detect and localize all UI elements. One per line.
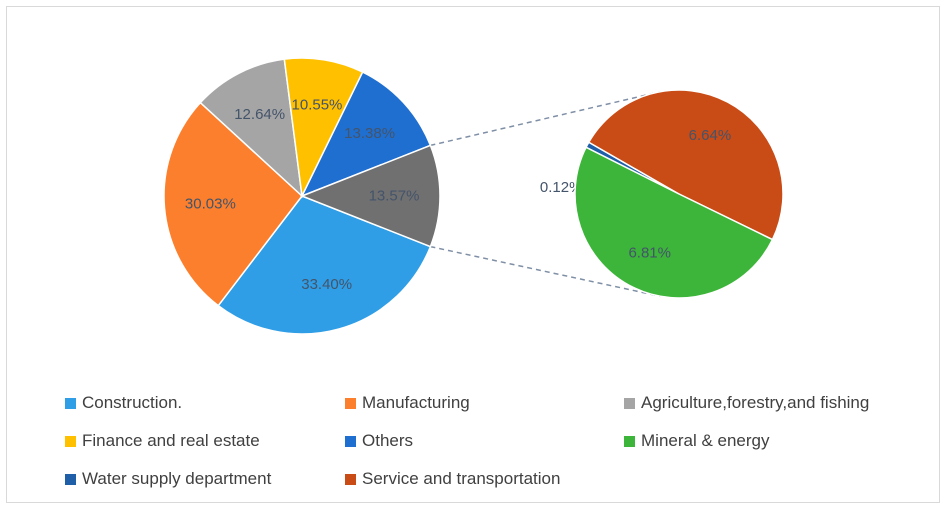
legend-label: Water supply department (82, 469, 272, 488)
secondary-label-service-and-transportation: 6.64% (689, 127, 732, 144)
legend-swatch (345, 435, 356, 447)
legend-label: Others (362, 431, 414, 450)
connector-line-top (430, 90, 662, 147)
legend-label: Construction. (82, 393, 183, 412)
secondary-slice-mineral-energy (574, 146, 774, 299)
main-label-manufacturing: 30.03% (185, 196, 236, 213)
legend-swatch (345, 397, 356, 409)
legend-item-construction: Construction. (65, 392, 182, 414)
main-label-finance-and-real-estate: 10.55% (292, 97, 343, 114)
legend-swatch (624, 397, 635, 409)
main-slice-others (300, 71, 432, 198)
legend-swatch (65, 397, 76, 409)
main-label-other-combined: 13.57% (369, 188, 420, 205)
legend-item-others: Others (345, 430, 413, 452)
legend-swatch (65, 435, 76, 447)
main-slice-other-combined (299, 144, 441, 248)
main-label-others: 13.38% (344, 125, 395, 142)
legend-item-finance-and-real-estate: Finance and real estate (65, 430, 260, 452)
main-label-construction: 33.40% (301, 276, 352, 293)
legend-label: Agriculture,forestry,and fishing (641, 393, 870, 412)
legend-item-service-and-transportation: Service and transportation (345, 468, 560, 490)
legend-label: Finance and real estate (82, 431, 260, 450)
main-slice-construction (217, 195, 432, 335)
main-slice-finance-and-real-estate (283, 57, 364, 199)
main-slice-agriculture-forestry-and-fishing (199, 58, 304, 198)
chart-frame: 33.40% 30.03% 12.64% 10.55% 13.38% 13.57% 0.12… (6, 6, 940, 503)
legend-label: Manufacturing (362, 393, 470, 412)
secondary-slice-service-and-transportation (587, 89, 784, 241)
legend-item-water-supply-department: Water supply department (65, 468, 271, 490)
main-label-agriculture-forestry-and-fishing: 12.64% (234, 106, 285, 123)
legend-item-agriculture-forestry-and-fishing: Agriculture,forestry,and fishing (624, 392, 869, 414)
legend-label: Service and transportation (362, 469, 561, 488)
secondary-label-mineral-energy: 6.81% (628, 245, 671, 262)
secondary-label-water-supply-department: 0.12% (540, 179, 583, 196)
legend-label: Mineral & energy (641, 431, 770, 450)
connector-line-bottom (430, 245, 662, 298)
legend-item-manufacturing: Manufacturing (345, 392, 470, 414)
legend-swatch (65, 473, 76, 485)
main-slice-manufacturing (163, 101, 304, 307)
legend-swatch (624, 435, 635, 447)
legend-swatch (345, 473, 356, 485)
legend-item-mineral-energy: Mineral & energy (624, 430, 770, 452)
pie-of-pie-chart: 33.40% 30.03% 12.64% 10.55%13.38% 13.57% 0.12… (163, 57, 784, 335)
